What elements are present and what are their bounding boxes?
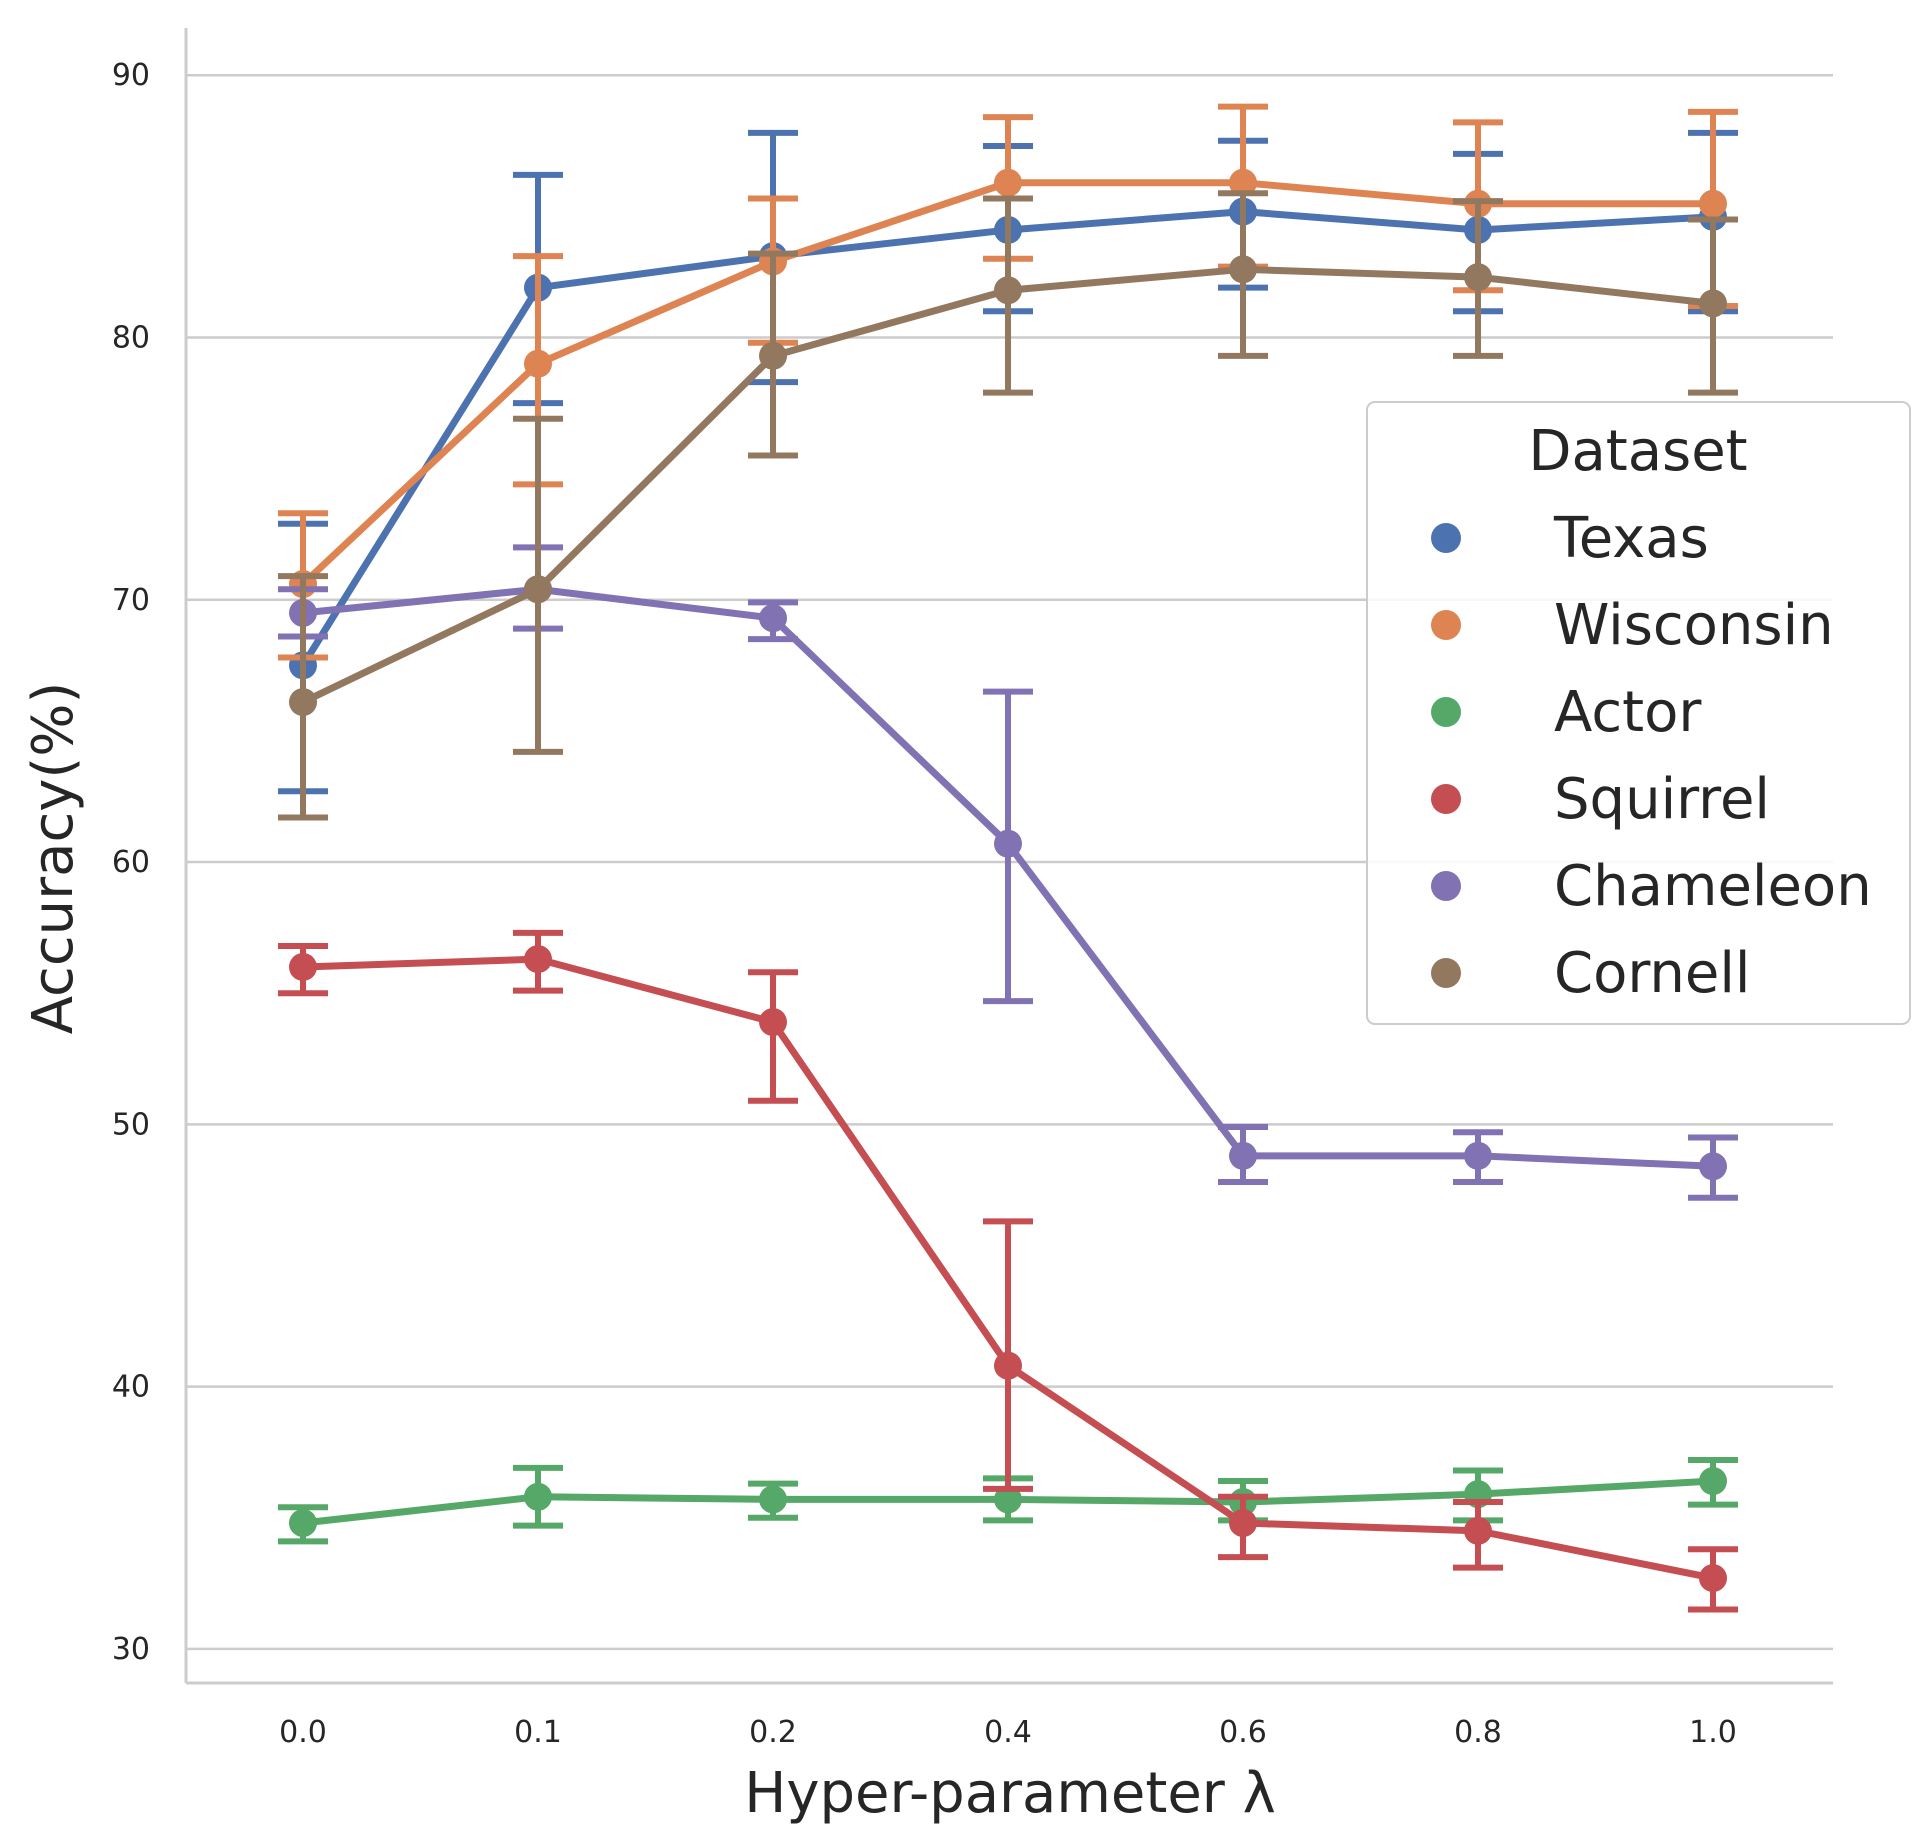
data-point-cornell: [524, 575, 552, 604]
data-point-actor: [289, 1509, 317, 1538]
y-tick-label: 50: [112, 1107, 150, 1142]
series-actor: [278, 1457, 1738, 1545]
legend-marker-chameleon: [1431, 871, 1461, 901]
y-axis-label: Accuracy(%): [21, 682, 86, 1035]
legend-box: [1366, 401, 1911, 1025]
legend-marker-wisconsin: [1431, 610, 1461, 640]
data-point-wisconsin: [524, 349, 552, 378]
data-point-chameleon: [1229, 1141, 1257, 1170]
legend-marker-squirrel: [1431, 784, 1461, 814]
y-tick-labels: 30 40 50 60 70 80 90: [112, 58, 150, 1667]
data-point-cornell: [1229, 255, 1257, 284]
data-point-squirrel: [759, 1008, 787, 1037]
legend-label-texas: Texas: [1553, 506, 1709, 571]
data-point-squirrel: [1699, 1564, 1727, 1593]
series-cornell: [278, 190, 1738, 821]
y-tick-label: 60: [112, 845, 150, 880]
y-tick-label: 70: [112, 583, 150, 618]
legend-title: Dataset: [1528, 419, 1747, 484]
series-squirrel: [278, 929, 1738, 1613]
y-tick-label: 30: [112, 1632, 150, 1667]
data-point-squirrel: [1229, 1509, 1257, 1538]
y-tick-label: 80: [112, 320, 150, 355]
legend-label-squirrel: Squirrel: [1554, 767, 1770, 832]
data-point-squirrel: [524, 945, 552, 974]
legend-marker-actor: [1431, 697, 1461, 727]
data-point-wisconsin: [994, 168, 1022, 197]
data-point-chameleon: [1699, 1152, 1727, 1181]
legend-label-actor: Actor: [1554, 680, 1702, 745]
x-tick-label: 0.8: [1454, 1715, 1502, 1750]
axes: [184, 28, 1833, 1685]
data-point-squirrel: [994, 1351, 1022, 1380]
x-tick-label: 0.2: [749, 1715, 797, 1750]
data-point-chameleon: [1464, 1141, 1492, 1170]
data-point-actor: [759, 1485, 787, 1514]
data-point-chameleon: [759, 604, 787, 633]
data-point-wisconsin: [1699, 189, 1727, 218]
data-point-cornell: [289, 688, 317, 717]
x-tick-label: 0.4: [984, 1715, 1032, 1750]
x-tick-labels: 0.0 0.1 0.2 0.4 0.6 0.8 1.0: [279, 1715, 1737, 1750]
x-tick-label: 0.0: [279, 1715, 327, 1750]
series-group: [278, 103, 1738, 1613]
x-tick-label: 1.0: [1689, 1715, 1737, 1750]
y-tick-label: 90: [112, 58, 150, 93]
data-point-squirrel: [1464, 1516, 1492, 1545]
data-point-wisconsin: [1229, 168, 1257, 197]
data-point-actor: [994, 1485, 1022, 1514]
data-point-cornell: [1464, 263, 1492, 292]
legend-label-chameleon: Chameleon: [1554, 854, 1872, 919]
x-tick-label: 0.1: [514, 1715, 562, 1750]
legend: Dataset Texas Wisconsin Actor Squirrel Chame…: [1366, 401, 1911, 1025]
legend-marker-texas: [1431, 523, 1461, 553]
y-tick-label: 40: [112, 1370, 150, 1405]
data-point-squirrel: [289, 952, 317, 981]
x-axis-label: Hyper-parameter λ: [744, 1761, 1275, 1826]
data-point-cornell: [994, 276, 1022, 305]
legend-label-cornell: Cornell: [1554, 941, 1750, 1006]
x-tick-label: 0.6: [1219, 1715, 1267, 1750]
data-point-actor: [524, 1482, 552, 1511]
data-point-actor: [1699, 1467, 1727, 1496]
data-point-cornell: [1699, 289, 1727, 318]
legend-items: Texas Wisconsin Actor Squirrel Chameleon Corn…: [1431, 506, 1872, 1006]
data-point-chameleon: [994, 829, 1022, 858]
legend-marker-cornell: [1431, 958, 1461, 988]
legend-label-wisconsin: Wisconsin: [1554, 593, 1834, 658]
data-point-cornell: [759, 341, 787, 370]
